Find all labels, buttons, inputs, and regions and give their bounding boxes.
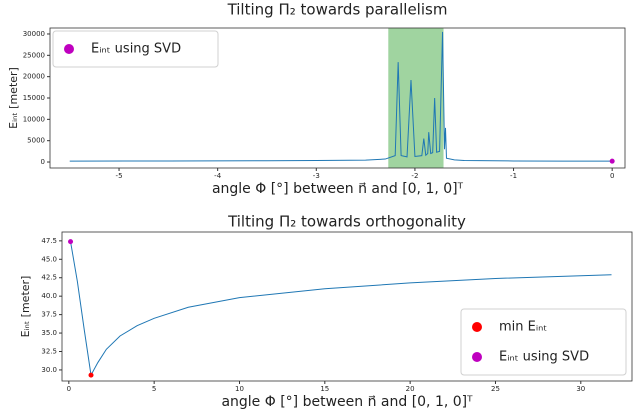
y-tick-label: 20000 [23, 73, 45, 81]
x-tick-label: 20 [406, 385, 415, 393]
y-tick-label: 42.5 [41, 274, 57, 282]
legend-box [460, 308, 627, 376]
y-tick-label: 47.5 [41, 237, 57, 245]
y-tick-label: 37.5 [41, 311, 57, 319]
x-tick-label: -5 [116, 172, 123, 180]
legend-box [52, 30, 219, 68]
x-tick-label: -3 [313, 172, 320, 180]
y-tick-label: 15000 [23, 94, 45, 102]
chart-title: Tilting Π₂ towards parallelism [227, 1, 448, 19]
x-tick-label: 30 [576, 385, 585, 393]
y-axis-label: Eᵢₙₜ [meter] [19, 276, 32, 338]
y-tick-label: 25000 [23, 51, 45, 59]
y-tick-label: 40.0 [41, 292, 57, 300]
y-tick-label: 30.0 [41, 366, 57, 374]
data-point [88, 372, 94, 378]
legend-label: min Eᵢₙₜ [499, 320, 547, 335]
y-axis-label: Eᵢₙₜ [meter] [7, 67, 20, 129]
y-tick-label: 5000 [27, 137, 45, 145]
legend-marker [472, 322, 482, 332]
x-axis-label: angle Φ [°] between n⃗ and [0, 1, 0]ᵀ [212, 181, 464, 197]
x-tick-label: -4 [214, 172, 222, 180]
y-tick-label: 35.0 [41, 329, 57, 337]
y-tick-label: 32.5 [41, 347, 57, 355]
chart-title: Tilting Π₂ towards orthogonality [227, 213, 466, 231]
legend-marker [472, 352, 482, 362]
data-line [70, 241, 612, 377]
axes-frame [61, 231, 633, 382]
data-point [68, 239, 74, 245]
x-tick-label: -2 [411, 172, 418, 180]
x-tick-label: 15 [320, 385, 329, 393]
legend-label: Eᵢₙₜ using SVD [499, 350, 589, 365]
x-axis-label: angle Φ [°] between n⃗ and [0, 1, 0]ᵀ [221, 394, 473, 410]
y-tick-label: 45.0 [41, 255, 57, 263]
x-tick-label: 0 [67, 385, 71, 393]
data-line [69, 31, 613, 162]
x-tick-label: 0 [610, 172, 614, 180]
x-tick-label: 10 [235, 385, 244, 393]
y-tick-label: 0 [41, 158, 45, 166]
x-tick-label: -1 [510, 172, 517, 180]
y-tick-label: 30000 [23, 30, 45, 38]
x-tick-label: 5 [152, 385, 156, 393]
x-tick-label: 25 [491, 385, 500, 393]
legend-marker [64, 44, 74, 54]
y-tick-label: 10000 [23, 115, 45, 123]
data-point [609, 158, 615, 164]
legend-label: Eᵢₙₜ using SVD [91, 42, 181, 57]
